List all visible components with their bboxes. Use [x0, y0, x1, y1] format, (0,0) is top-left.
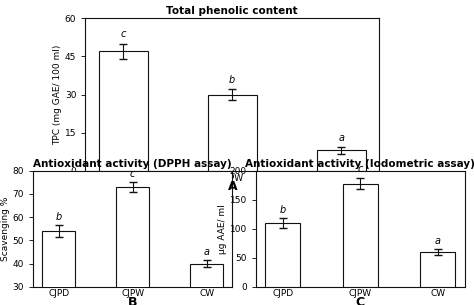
Text: C: C — [356, 296, 365, 305]
Text: A: A — [228, 180, 237, 193]
Text: c: c — [130, 169, 136, 179]
Bar — [317, 150, 366, 171]
Bar — [99, 51, 148, 171]
Text: a: a — [338, 133, 344, 143]
Bar — [190, 264, 223, 305]
Text: b: b — [280, 205, 286, 215]
Title: Antioxidant activity (Iodometric assay): Antioxidant activity (Iodometric assay) — [246, 159, 474, 169]
Title: Total phenolic content: Total phenolic content — [166, 6, 298, 16]
Bar — [116, 187, 149, 305]
Bar — [420, 252, 455, 287]
Bar — [265, 223, 300, 287]
Text: b: b — [56, 212, 62, 222]
Y-axis label: Scavenging %: Scavenging % — [1, 196, 10, 261]
Text: c: c — [120, 29, 126, 39]
Bar — [343, 184, 378, 287]
Text: a: a — [435, 235, 441, 246]
Y-axis label: TPC (mg GAE/ 100 ml): TPC (mg GAE/ 100 ml) — [53, 44, 62, 145]
Y-axis label: µg AAE/ ml: µg AAE/ ml — [218, 204, 227, 254]
Bar — [42, 231, 75, 305]
Bar — [208, 95, 257, 171]
Text: a: a — [204, 246, 210, 257]
Text: b: b — [229, 75, 236, 85]
Text: B: B — [128, 296, 137, 305]
Title: Antioxidant activity (DPPH assay): Antioxidant activity (DPPH assay) — [33, 159, 232, 169]
Text: c: c — [357, 164, 363, 174]
